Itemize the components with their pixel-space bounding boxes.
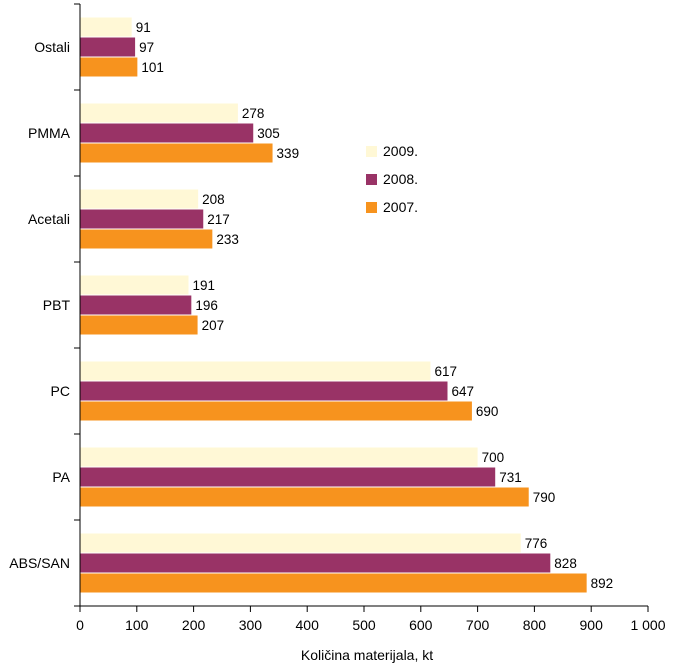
- value-label-pc-2008: 647: [451, 384, 474, 399]
- bar-ostali-2007: [80, 57, 138, 77]
- bar-abs-san-2007: [80, 573, 587, 593]
- x-tick-label: 0: [76, 617, 84, 633]
- bar-pbt-2009: [80, 275, 189, 295]
- value-label-acetali-2009: 208: [202, 192, 225, 207]
- legend-label-2007: 2007.: [383, 199, 418, 215]
- bar-pmma-2007: [80, 143, 273, 163]
- category-label-pa: PA: [52, 469, 70, 485]
- category-label-pmma: PMMA: [28, 125, 71, 141]
- value-label-ostali-2009: 91: [136, 20, 151, 35]
- value-label-pbt-2007: 207: [202, 318, 225, 333]
- bar-pmma-2008: [80, 123, 254, 143]
- x-tick-label: 400: [296, 617, 320, 633]
- x-tick-label: 800: [523, 617, 547, 633]
- category-label-pc: PC: [51, 383, 70, 399]
- bar-ostali-2009: [80, 17, 132, 37]
- value-label-abs-san-2009: 776: [525, 536, 548, 551]
- bar-pmma-2009: [80, 103, 238, 123]
- value-label-abs-san-2007: 892: [591, 576, 614, 591]
- legend-swatch-2008: [366, 174, 377, 185]
- x-tick-label: 1 000: [630, 617, 665, 633]
- category-label-abs-san: ABS/SAN: [9, 555, 70, 571]
- bar-acetali-2008: [80, 209, 204, 229]
- legend: 2009. 2008. 2007.: [366, 143, 418, 215]
- bar-pc-2007: [80, 401, 472, 421]
- value-label-ostali-2007: 101: [141, 60, 164, 75]
- value-label-pc-2007: 690: [476, 404, 499, 419]
- value-label-pa-2007: 790: [533, 490, 556, 505]
- x-tick-label: 100: [125, 617, 149, 633]
- legend-swatch-2007: [366, 202, 377, 213]
- x-tick-label: 500: [352, 617, 376, 633]
- bar-pbt-2007: [80, 315, 198, 335]
- x-tick-label: 200: [182, 617, 206, 633]
- x-tick-label: 600: [409, 617, 433, 633]
- value-label-pa-2009: 700: [482, 450, 505, 465]
- x-tick-label: 300: [239, 617, 263, 633]
- value-label-pbt-2008: 196: [195, 298, 218, 313]
- value-label-pmma-2007: 339: [277, 146, 300, 161]
- bar-acetali-2009: [80, 189, 199, 209]
- bar-acetali-2007: [80, 229, 213, 249]
- value-label-acetali-2008: 217: [207, 212, 230, 227]
- x-tick-label: 900: [580, 617, 604, 633]
- value-label-pa-2008: 731: [499, 470, 522, 485]
- legend-label-2008: 2008.: [383, 171, 418, 187]
- value-label-pbt-2009: 191: [192, 278, 215, 293]
- bar-pc-2009: [80, 361, 431, 381]
- legend-swatch-2009: [366, 146, 377, 157]
- bar-ostali-2008: [80, 37, 136, 57]
- bar-pa-2009: [80, 447, 478, 467]
- value-label-ostali-2008: 97: [139, 40, 154, 55]
- bar-abs-san-2008: [80, 553, 551, 573]
- bar-pbt-2008: [80, 295, 192, 315]
- category-label-pbt: PBT: [43, 297, 71, 313]
- bar-pa-2007: [80, 487, 529, 507]
- value-label-acetali-2007: 233: [216, 232, 239, 247]
- category-label-ostali: Ostali: [34, 39, 70, 55]
- axes-group: Ostali PMMA Acetali PBT PC PA ABS/SAN 0 100 200 30…: [9, 3, 666, 633]
- bar-abs-san-2009: [80, 533, 521, 553]
- bar-pa-2008: [80, 467, 496, 487]
- value-label-pmma-2009: 278: [242, 106, 265, 121]
- bars-group: 91 97 101 278 305 339 208 217 233 191 196 207 617 647…: [80, 17, 614, 593]
- bar-pc-2008: [80, 381, 448, 401]
- value-label-pmma-2008: 305: [257, 126, 280, 141]
- x-tick-label: 700: [466, 617, 490, 633]
- legend-label-2009: 2009.: [383, 143, 418, 159]
- x-axis-title: Količina materijala, kt: [301, 647, 433, 663]
- category-label-acetali: Acetali: [28, 211, 70, 227]
- value-label-abs-san-2008: 828: [554, 556, 577, 571]
- value-label-pc-2009: 617: [434, 364, 457, 379]
